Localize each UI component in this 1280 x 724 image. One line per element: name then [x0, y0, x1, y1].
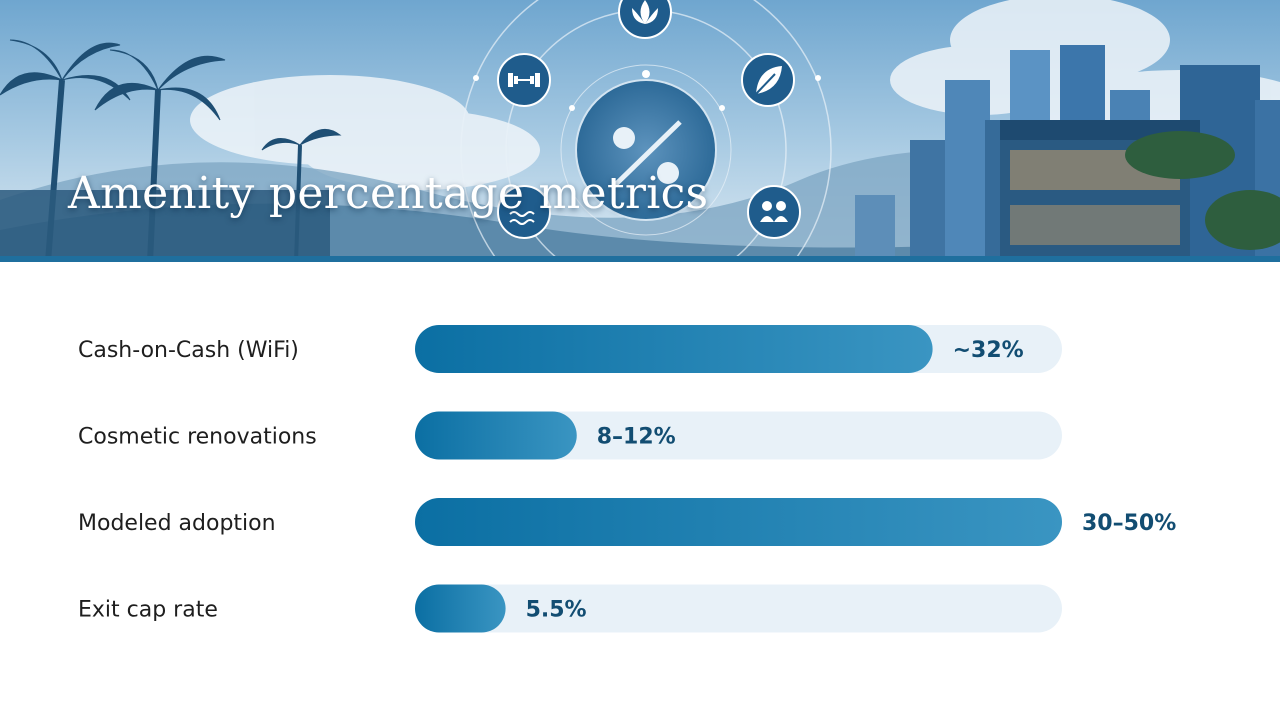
value-label: ~32%	[953, 338, 1024, 363]
value-label: 8–12%	[597, 425, 676, 450]
percent-icon	[575, 79, 717, 221]
leaf-icon	[741, 53, 795, 107]
bar-chart-canvas: Cash-on-Cash (WiFi) ~32% Cosmetic renovati…	[78, 325, 1176, 633]
value-label: 5.5%	[526, 598, 587, 623]
bar-row: Cash-on-Cash (WiFi) ~32%	[78, 325, 1062, 373]
bar	[415, 584, 506, 633]
value-label: 30–50%	[1082, 511, 1176, 536]
banner-illustration	[0, 0, 1280, 262]
sparkle-dots	[473, 70, 821, 111]
bar-track	[415, 411, 1062, 460]
bar-row: Cosmetic renovations 8–12%	[78, 411, 1062, 460]
city-skyline	[855, 45, 1280, 262]
bar-track	[415, 584, 1062, 633]
category-label: Exit cap rate	[78, 598, 218, 623]
category-label: Modeled adoption	[78, 511, 276, 536]
pool-icon	[497, 185, 551, 239]
header-banner: Amenity percentage metrics	[0, 0, 1280, 262]
category-label: Cash-on-Cash (WiFi)	[78, 338, 299, 363]
category-label: Cosmetic renovations	[78, 425, 317, 450]
people-icon	[747, 185, 801, 239]
page-title: Amenity percentage metrics	[68, 168, 709, 219]
bar-row: Modeled adoption 30–50%	[78, 498, 1176, 546]
banner-divider	[0, 256, 1280, 262]
dumbbell-icon	[497, 53, 551, 107]
palm-trees	[0, 39, 342, 262]
bar-chart: Cash-on-Cash (WiFi) ~32% Cosmetic renovati…	[0, 262, 1280, 720]
bar-row: Exit cap rate 5.5%	[78, 584, 1062, 633]
bar	[415, 411, 577, 460]
bar	[415, 498, 1062, 546]
lotus-icon	[618, 0, 672, 39]
bar	[415, 325, 933, 373]
